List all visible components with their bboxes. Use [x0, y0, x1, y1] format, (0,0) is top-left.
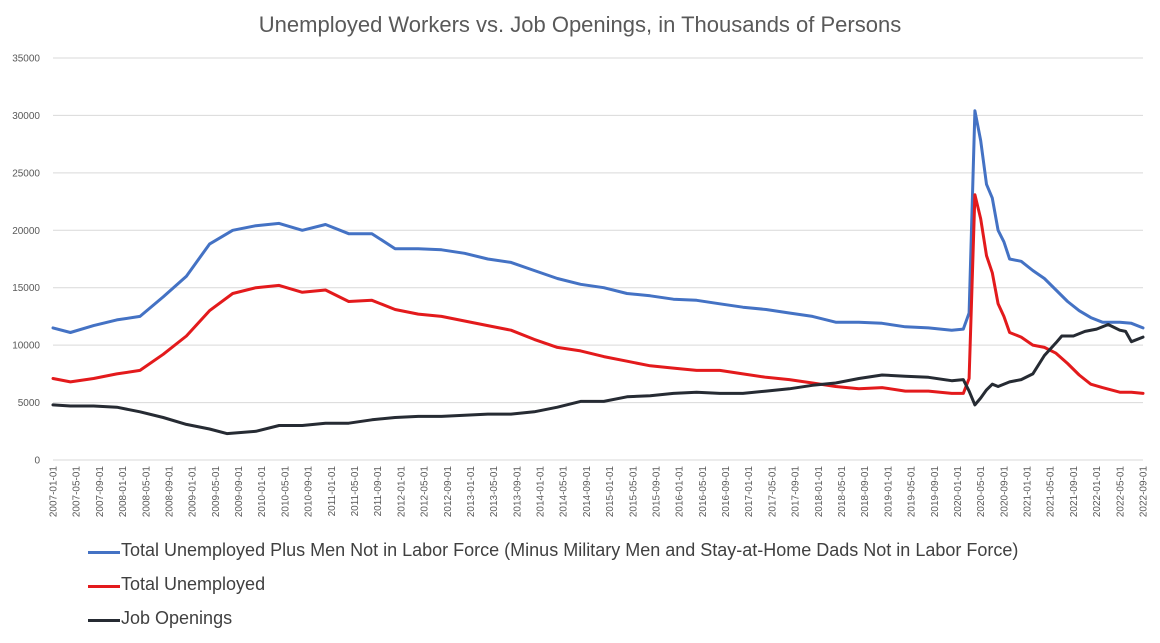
x-tick-label: 2021-09-01 — [1069, 466, 1080, 518]
x-tick-label: 2022-09-01 — [1139, 466, 1150, 518]
x-tick-label: 2011-01-01 — [327, 466, 338, 517]
x-tick-label: 2010-05-01 — [280, 466, 291, 518]
line-chart: 0 5000 10000 15000 20000 25000 30000 35000 2007-… — [12, 54, 1150, 518]
x-tick-label: 2011-05-01 — [350, 466, 361, 517]
x-tick-label: 2014-09-01 — [582, 466, 593, 518]
x-tick-label: 2018-01-01 — [814, 466, 825, 518]
x-tick-label: 2019-05-01 — [907, 466, 918, 518]
x-tick-label: 2013-05-01 — [489, 466, 500, 518]
y-tick-label: 30000 — [12, 111, 40, 122]
series-line-1 — [51, 193, 1145, 395]
x-tick-label: 2013-09-01 — [512, 466, 523, 518]
x-tick-label: 2021-01-01 — [1023, 466, 1034, 518]
x-tick-label: 2010-01-01 — [257, 466, 268, 518]
x-tick-label: 2008-01-01 — [118, 466, 129, 518]
x-tick-label: 2016-09-01 — [721, 466, 732, 518]
y-tick-label: 5000 — [18, 398, 41, 409]
x-tick-label: 2014-01-01 — [536, 466, 547, 518]
x-tick-label: 2010-09-01 — [304, 466, 315, 518]
y-tick-label: 15000 — [12, 283, 40, 294]
x-tick-label: 2020-09-01 — [999, 466, 1010, 518]
x-tick-label: 2018-05-01 — [837, 466, 848, 518]
x-tick-label: 2017-09-01 — [791, 466, 802, 518]
y-tick-label: 20000 — [12, 226, 40, 237]
legend-label: Job Openings — [121, 608, 233, 628]
legend-swatch-black — [88, 619, 120, 622]
legend-swatch-red — [88, 585, 120, 588]
x-tick-label: 2012-01-01 — [396, 466, 407, 518]
x-tick-label: 2020-01-01 — [953, 466, 964, 518]
chart-title: Unemployed Workers vs. Job Openings, in … — [258, 12, 902, 37]
y-tick-label: 0 — [34, 456, 40, 467]
x-tick-label: 2009-05-01 — [211, 466, 222, 518]
x-tick-label: 2008-05-01 — [141, 466, 152, 518]
x-tick-label: 2012-05-01 — [420, 466, 431, 518]
x-tick-label: 2022-01-01 — [1092, 466, 1103, 518]
x-tick-label: 2020-05-01 — [976, 466, 987, 518]
x-tick-label: 2013-01-01 — [466, 466, 477, 518]
x-tick-label: 2014-05-01 — [559, 466, 570, 518]
x-tick-label: 2007-01-01 — [49, 466, 60, 518]
x-tick-label: 2015-05-01 — [628, 466, 639, 518]
x-tick-label: 2007-05-01 — [72, 466, 83, 518]
x-tick-label: 2021-05-01 — [1046, 466, 1057, 518]
legend-label: Total Unemployed Plus Men Not in Labor F… — [121, 540, 1019, 560]
legend-swatch-blue — [88, 551, 120, 554]
y-tick-label: 25000 — [12, 168, 40, 179]
x-tick-label: 2018-09-01 — [860, 466, 871, 518]
x-tick-label: 2007-09-01 — [95, 466, 106, 518]
x-tick-label: 2012-09-01 — [443, 466, 454, 518]
x-tick-label: 2009-09-01 — [234, 466, 245, 518]
x-tick-label: 2009-01-01 — [188, 466, 199, 518]
series-line-0 — [51, 109, 1145, 334]
x-tick-label: 2008-09-01 — [164, 466, 175, 518]
x-tick-label: 2015-09-01 — [651, 466, 662, 518]
x-tick-label: 2011-09-01 — [373, 466, 384, 517]
x-tick-label: 2019-01-01 — [883, 466, 894, 518]
y-tick-label: 10000 — [12, 341, 40, 352]
series-line-2 — [51, 323, 1145, 436]
x-tick-label: 2019-09-01 — [930, 466, 941, 518]
x-tick-label: 2016-05-01 — [698, 466, 709, 518]
x-tick-label: 2016-01-01 — [675, 466, 686, 518]
legend-label: Total Unemployed — [121, 574, 266, 594]
x-tick-label: 2022-05-01 — [1115, 466, 1126, 518]
x-tick-label: 2017-01-01 — [744, 466, 755, 518]
x-tick-label: 2015-01-01 — [605, 466, 616, 518]
y-tick-label: 35000 — [12, 54, 40, 65]
x-tick-label: 2017-05-01 — [767, 466, 778, 518]
